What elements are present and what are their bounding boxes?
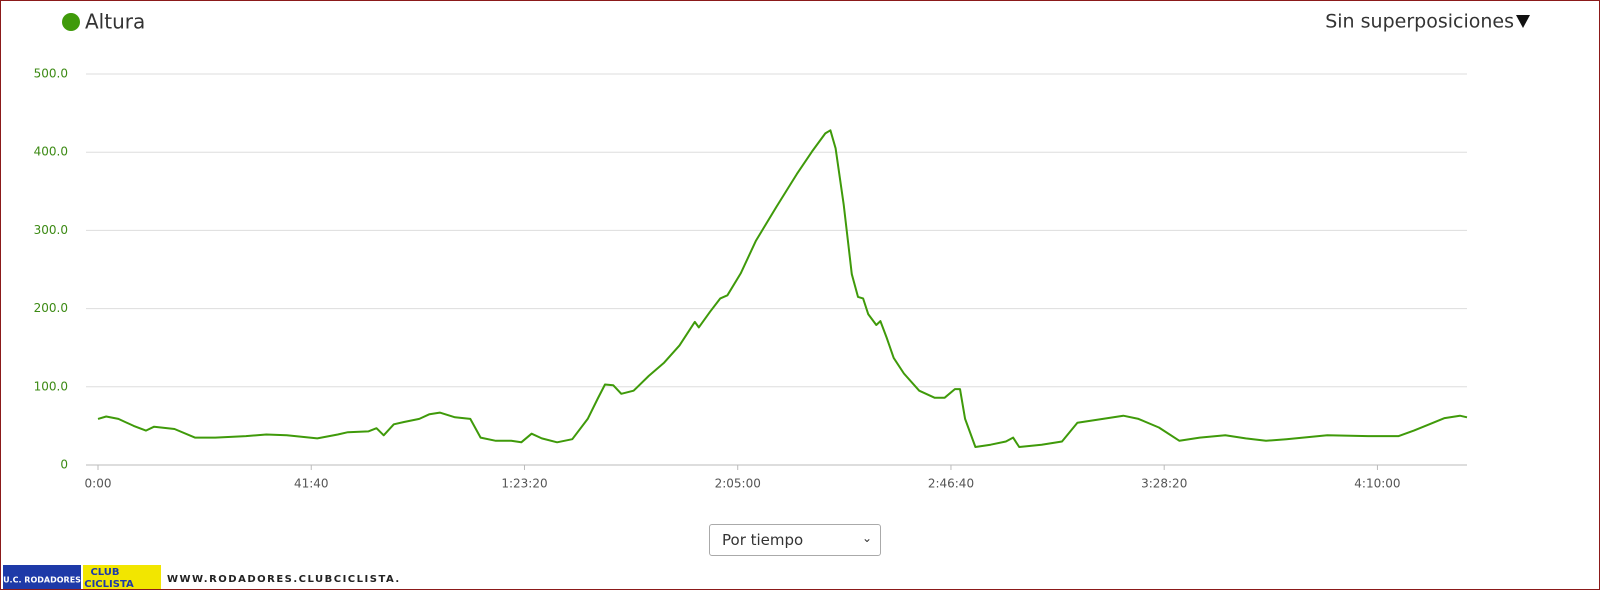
series-line — [97, 129, 1468, 448]
y-tick-label: 300.0 — [34, 223, 68, 237]
x-tick-label: 3:28:20 — [1141, 477, 1187, 491]
x-tick-label: 1:23:20 — [501, 477, 547, 491]
x-tick-label: 41:40 — [294, 477, 329, 491]
legend-label[interactable]: Altura — [85, 10, 145, 34]
y-tick-label: 400.0 — [34, 145, 68, 159]
x-tick-label: 4:10:00 — [1354, 477, 1400, 491]
legend-swatch — [62, 13, 80, 31]
x-tick-label: 2:46:40 — [928, 477, 974, 491]
watermark: U.C. RODADORES CLUB CICLISTA WWW.RODADOR… — [3, 565, 401, 590]
menu-arrow — [1516, 15, 1530, 28]
plot-area: 0 100.0 200.0 300.0 400.0 500.0 0:00 41:40 1:23:… — [34, 67, 1468, 491]
x-tick-label: 0:00 — [85, 477, 112, 491]
select-arrow: ⌄ — [861, 531, 872, 545]
wm-badge — [83, 565, 161, 589]
y-tick-label: 200.0 — [34, 301, 68, 315]
y-tick-label: 500.0 — [34, 67, 68, 81]
chart: Altura Sin superposiciones 0 100.0 200.0 30… — [34, 10, 1530, 491]
y-tick-label: 100.0 — [34, 379, 68, 393]
wm-badge-bottom: CICLISTA — [84, 579, 134, 590]
wm-badge-top: CLUB — [90, 567, 119, 578]
y-tick-label: 0 — [60, 458, 68, 472]
mode-select[interactable]: Por tiempo ⌄ — [709, 524, 881, 556]
wm-url: WWW.RODADORES.CLUBCICLISTA.INFO — [167, 574, 401, 585]
select-value: Por tiempo — [722, 531, 804, 549]
overlay-menu[interactable]: Sin superposiciones — [1325, 11, 1514, 33]
wm-club: U.C. RODADORES — [3, 576, 81, 585]
wm-box — [3, 565, 81, 589]
x-tick-label: 2:05:00 — [715, 477, 761, 491]
